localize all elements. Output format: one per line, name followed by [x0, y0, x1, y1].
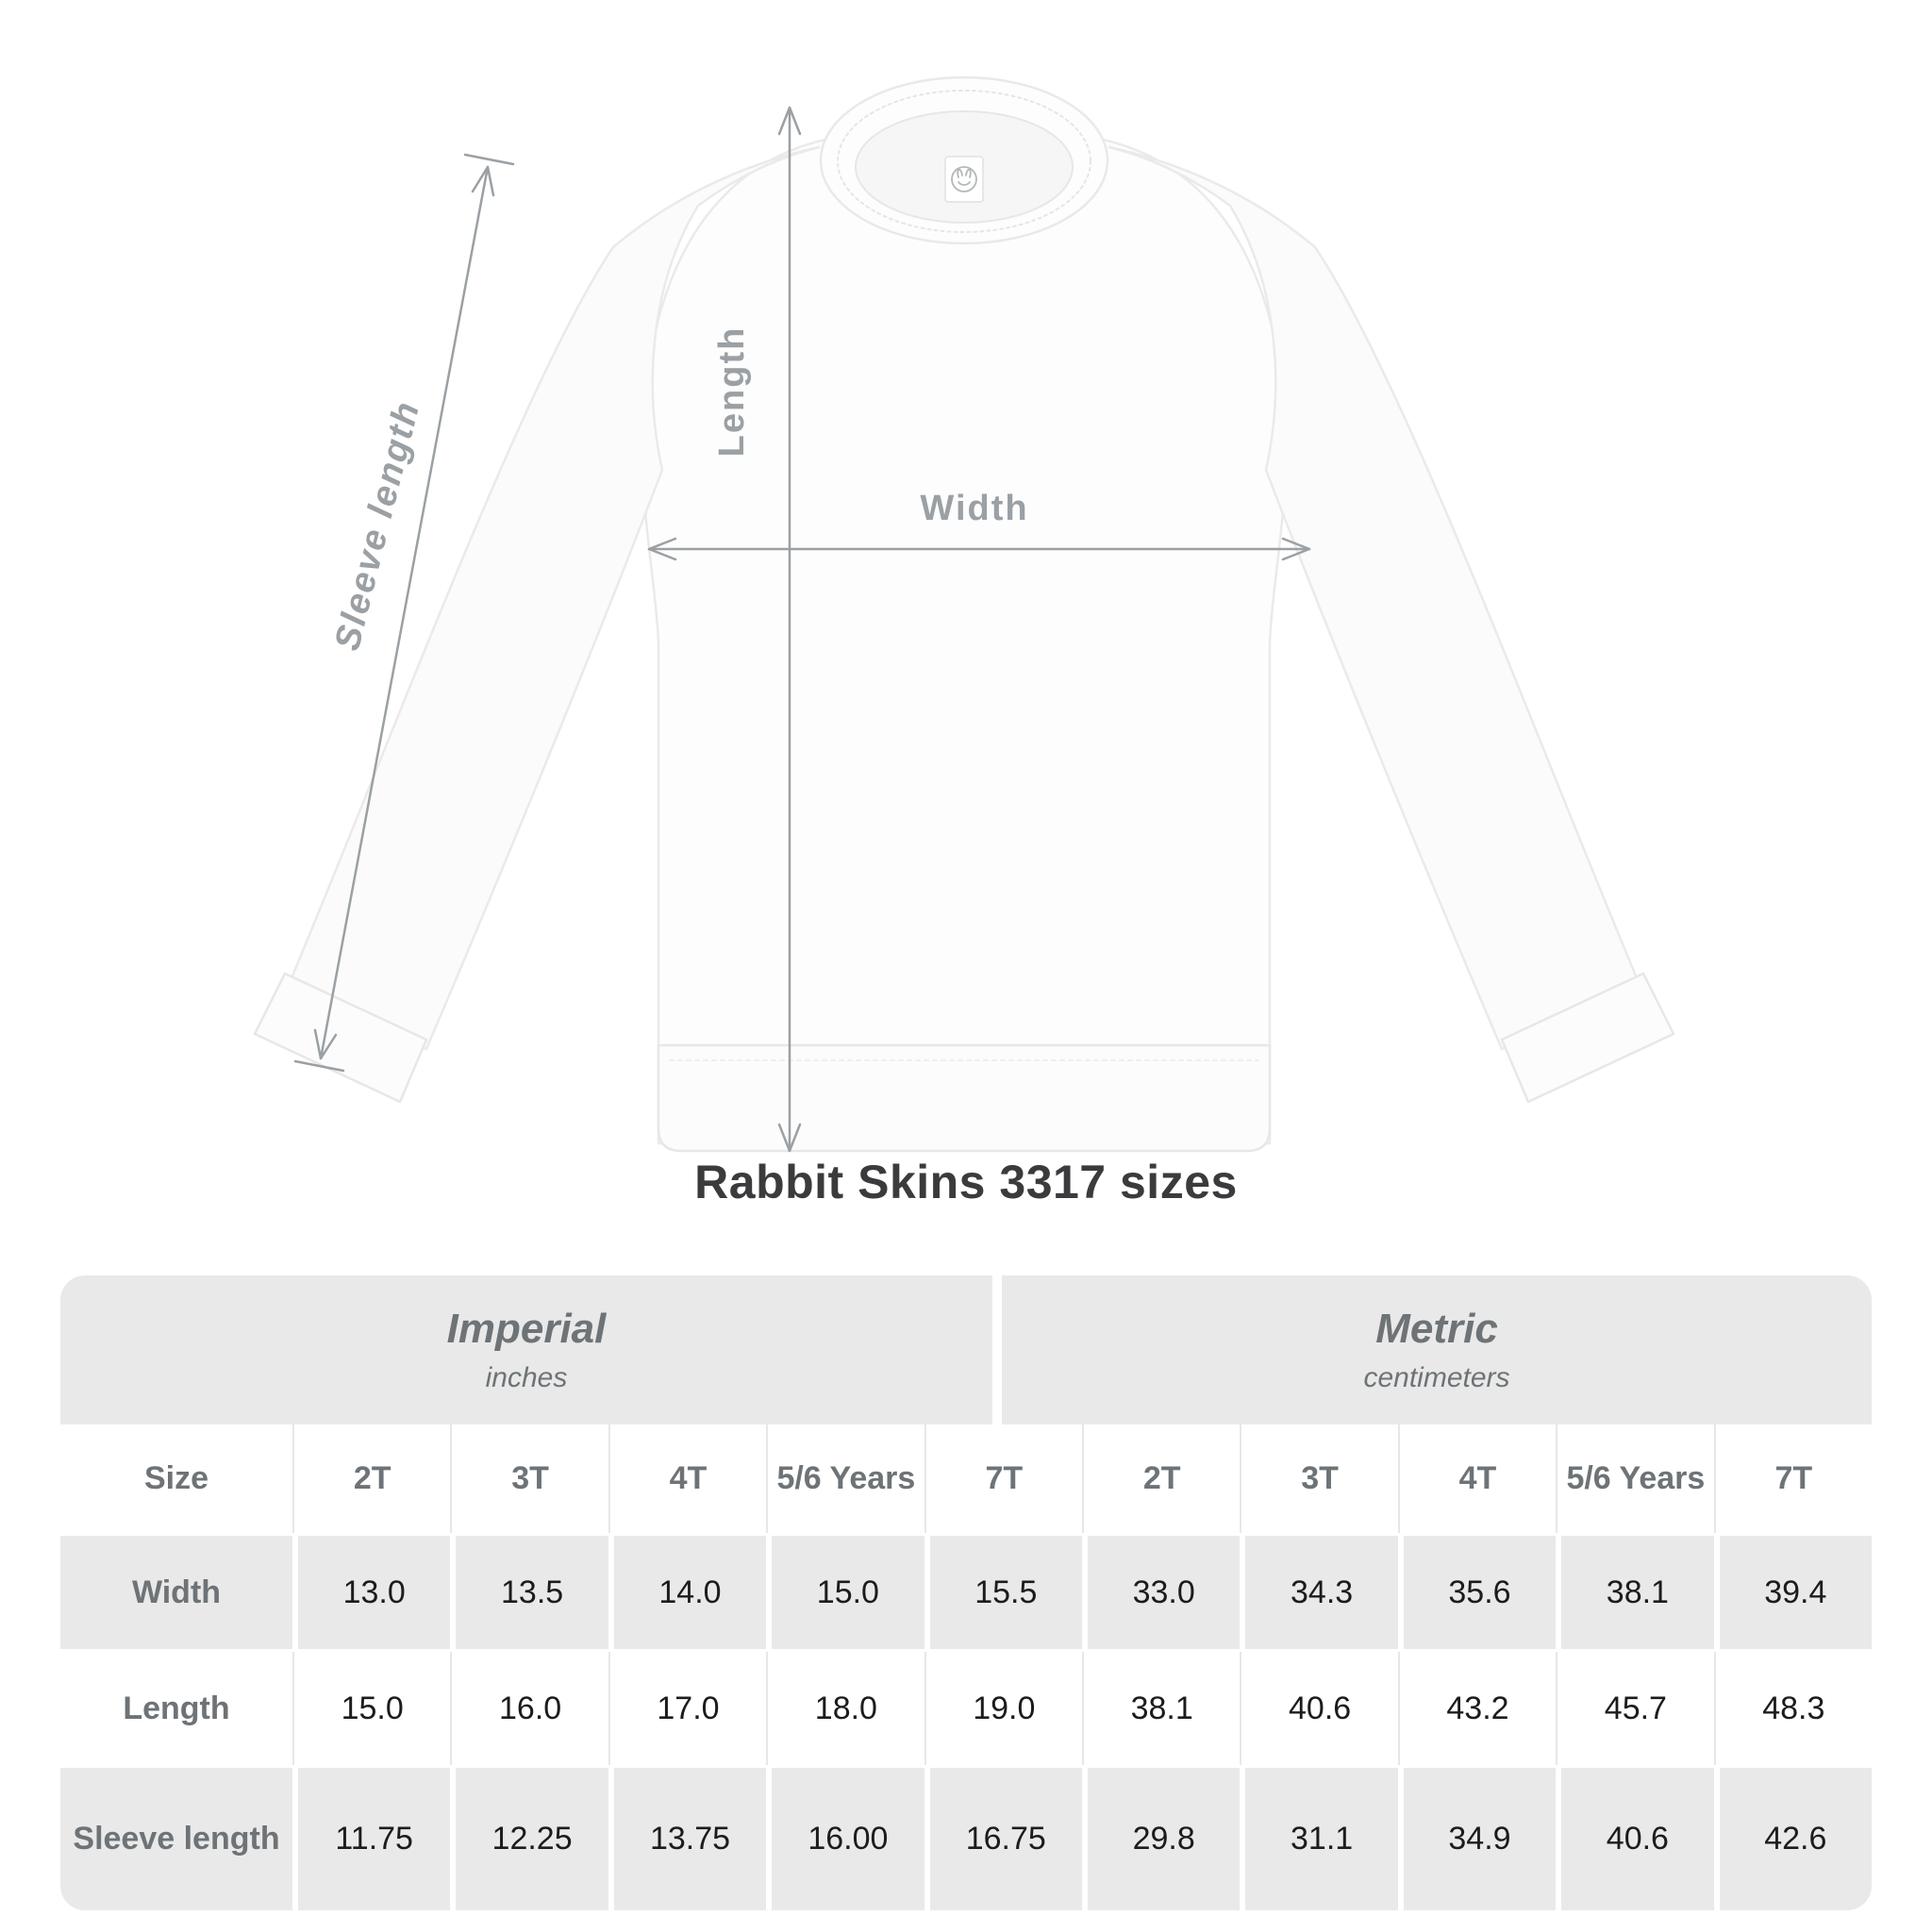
metric-header-unit: centimeters	[1363, 1362, 1510, 1393]
length-arrow	[777, 106, 802, 1153]
size-header-imperial: 3T	[450, 1424, 608, 1533]
rabbit-logo-icon	[951, 166, 977, 192]
measurement-value: 38.1	[1556, 1536, 1714, 1649]
measurement-arrows	[293, 106, 1311, 1153]
measurement-value: 33.0	[1081, 1536, 1241, 1649]
measurement-value: 48.3	[1713, 1652, 1872, 1765]
measurement-value: 43.2	[1397, 1652, 1557, 1765]
measurement-value: 13.5	[450, 1536, 608, 1649]
sweatshirt-hem-band	[657, 1043, 1272, 1153]
imperial-header: Imperial inches	[60, 1275, 992, 1424]
metric-header-title: Metric	[1375, 1306, 1498, 1352]
sweatshirt-measurement-diagram: Length Width Sleeve length	[253, 75, 1675, 1153]
measurement-value: 17.0	[608, 1652, 767, 1765]
row-label: Sleeve length	[60, 1768, 292, 1910]
sleeve-length-label: Sleeve length	[327, 397, 427, 655]
row-label: Length	[60, 1652, 292, 1765]
neck-tag	[944, 156, 984, 203]
size-header-imperial: 5/6 Years	[766, 1424, 924, 1533]
measurement-value: 45.7	[1556, 1652, 1714, 1765]
measurement-value: 19.0	[924, 1652, 1082, 1765]
size-header-imperial: 2T	[292, 1424, 451, 1533]
size-header-imperial: 7T	[924, 1424, 1082, 1533]
measurement-value: 15.5	[924, 1536, 1082, 1649]
measurement-value: 34.9	[1397, 1768, 1557, 1910]
sweatshirt-illustration	[253, 75, 1675, 1153]
measurement-value: 29.8	[1081, 1768, 1241, 1910]
measurement-value: 13.75	[608, 1768, 767, 1910]
size-header-metric: 2T	[1081, 1424, 1241, 1533]
sweatshirt-left-sleeve	[287, 145, 821, 1051]
measurement-value: 15.0	[292, 1652, 451, 1765]
sweatshirt-left-cuff	[253, 972, 428, 1104]
measurement-value: 16.75	[924, 1768, 1082, 1910]
measurement-value: 39.4	[1713, 1536, 1872, 1649]
measurement-value: 11.75	[292, 1768, 451, 1910]
measurement-value: 38.1	[1081, 1652, 1241, 1765]
size-header-imperial: 4T	[608, 1424, 767, 1533]
page-title: Rabbit Skins 3317 sizes	[694, 1156, 1238, 1208]
measurement-value: 40.6	[1240, 1652, 1398, 1765]
measurement-value: 13.0	[292, 1536, 451, 1649]
measurement-value: 40.6	[1556, 1768, 1714, 1910]
size-header-metric: 3T	[1240, 1424, 1398, 1533]
measurement-value: 35.6	[1397, 1536, 1557, 1649]
sweatshirt-body	[641, 125, 1287, 1145]
measurement-value: 15.0	[766, 1536, 924, 1649]
measurements-grid: Size 2T 3T 4T 5/6 Years 7T 2T 3T 4T 5/6 Years 7T Wi…	[60, 1424, 1872, 1910]
sweatshirt-right-cuff	[1500, 972, 1675, 1104]
measurement-value: 34.3	[1240, 1536, 1398, 1649]
size-column-header: Size	[60, 1424, 292, 1533]
unit-header-band: Imperial inches Metric centimeters	[60, 1275, 1872, 1424]
imperial-header-unit: inches	[485, 1362, 568, 1393]
width-arrow	[647, 537, 1311, 561]
size-header-metric: 4T	[1397, 1424, 1557, 1533]
length-label: Length	[712, 326, 752, 458]
sweatshirt-right-sleeve	[1108, 145, 1641, 1051]
collar-stitching	[837, 90, 1091, 233]
measurement-value: 16.00	[766, 1768, 924, 1910]
size-header-metric: 5/6 Years	[1556, 1424, 1714, 1533]
measurement-value: 12.25	[450, 1768, 608, 1910]
sleeve-length-arrow	[293, 153, 515, 1073]
measurement-value: 42.6	[1713, 1768, 1872, 1910]
measurement-value: 16.0	[450, 1652, 608, 1765]
metric-header: Metric centimeters	[1002, 1275, 1872, 1424]
row-label: Width	[60, 1536, 292, 1649]
size-header-metric: 7T	[1713, 1424, 1872, 1533]
imperial-header-title: Imperial	[446, 1306, 607, 1352]
measurement-value: 31.1	[1240, 1768, 1398, 1910]
measurement-value: 18.0	[766, 1652, 924, 1765]
size-table: Imperial inches Metric centimeters Size 2…	[60, 1275, 1872, 1910]
width-label: Width	[920, 489, 1028, 528]
measurement-value: 14.0	[608, 1536, 767, 1649]
